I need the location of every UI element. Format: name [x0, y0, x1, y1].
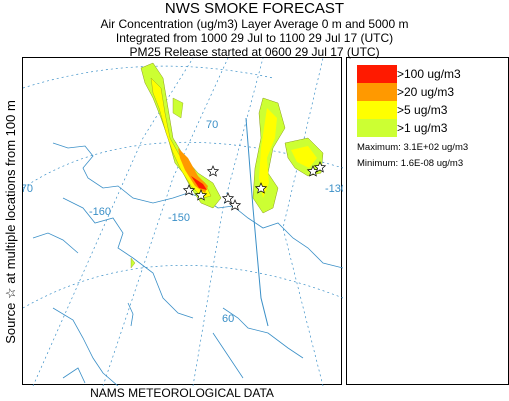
legend-swatch-100 — [357, 65, 397, 83]
border-line — [245, 117, 269, 327]
source-star-icon — [228, 199, 242, 211]
map-svg: -170 -160 -150 -130 70 60 — [23, 58, 343, 386]
source-star-icon — [313, 161, 327, 173]
legend-label-1: >1 ug/m3 — [397, 121, 448, 135]
map-title-block: NWS SMOKE FORECAST Air Concentration (ug… — [0, 0, 509, 60]
legend-item-100: >100 ug/m3 — [357, 65, 507, 83]
lat-label-60: 60 — [222, 313, 234, 325]
lon-label-150: -150 — [168, 212, 190, 224]
legend-panel: >100 ug/m3 >20 ug/m3 >5 ug/m3 >1 ug/m3 M… — [346, 57, 509, 385]
legend-item-5: >5 ug/m3 — [357, 101, 507, 119]
subtitle-line-2: Integrated from 1000 29 Jul to 1100 29 J… — [115, 31, 394, 45]
subtitle-line-3: PM25 Release started at 0600 29 Jul 17 (… — [129, 45, 380, 59]
smoke-plumes — [130, 62, 324, 269]
source-markers — [182, 161, 327, 211]
lon-label-130: -130 — [325, 183, 343, 195]
source-star-icon — [182, 184, 196, 196]
source-side-label: Source ☆ at multiple locations from 100 … — [0, 57, 22, 387]
legend-swatch-5 — [357, 101, 397, 119]
meteorological-data-label: NAMS METEOROLOGICAL DATA — [90, 386, 274, 400]
source-star-icon — [254, 182, 268, 194]
legend-item-1: >1 ug/m3 — [357, 119, 507, 137]
coastline — [32, 142, 343, 386]
lon-label-160: -160 — [89, 206, 111, 218]
source-star-icon — [206, 165, 220, 177]
legend-label-20: >20 ug/m3 — [397, 85, 455, 99]
legend-label-5: >5 ug/m3 — [397, 103, 448, 117]
source-star-icon — [194, 189, 208, 201]
graticule — [23, 58, 343, 386]
map-panel: -170 -160 -150 -130 70 60 — [22, 57, 343, 386]
minimum-value: Minimum: 1.6E-08 ug/m3 — [357, 158, 464, 169]
legend-label-100: >100 ug/m3 — [397, 67, 461, 81]
map-title: NWS SMOKE FORECAST — [164, 0, 345, 17]
subtitle-line-1: Air Concentration (ug/m3) Layer Average … — [100, 17, 409, 31]
legend-item-20: >20 ug/m3 — [357, 83, 507, 101]
lon-label-170: -170 — [23, 183, 33, 195]
legend-swatch-1 — [357, 119, 397, 137]
source-side-label-text: Source ☆ at multiple locations from 100 … — [3, 100, 18, 344]
legend-swatch-20 — [357, 83, 397, 101]
maximum-value: Maximum: 3.1E+02 ug/m3 — [357, 142, 469, 153]
lat-label-70: 70 — [206, 119, 218, 131]
source-star-icon — [221, 192, 235, 204]
